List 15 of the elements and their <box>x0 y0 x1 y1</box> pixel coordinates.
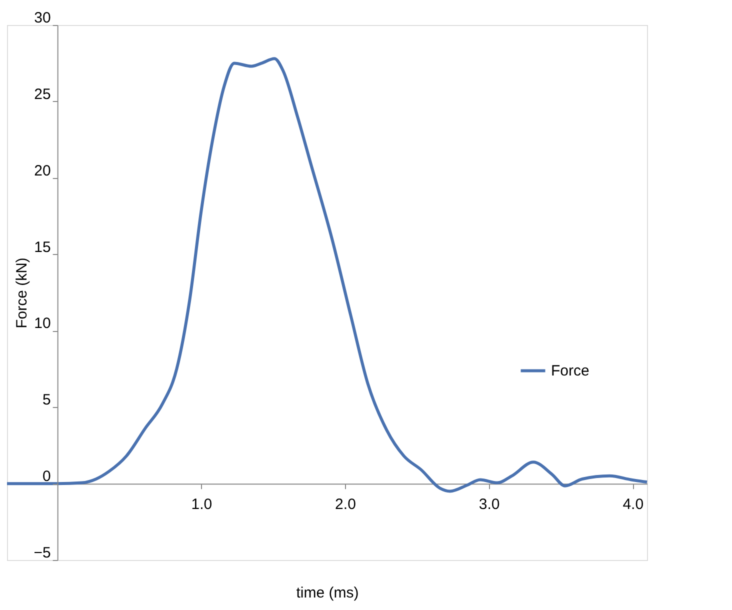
y-tick-label: 30 <box>34 10 51 26</box>
legend-label: Force <box>551 362 590 380</box>
y-tick-label: 0 <box>42 468 51 486</box>
y-tick-label: 15 <box>34 238 51 256</box>
y-tick-label: 20 <box>34 162 51 180</box>
x-tick-label: 3.0 <box>478 496 500 514</box>
y-axis-title: Force (kN) <box>14 258 31 328</box>
y-tick-label: 25 <box>34 86 51 103</box>
x-tick-label: 1.0 <box>191 496 212 514</box>
x-tick-label: 2.0 <box>335 496 356 514</box>
y-tick-label: 10 <box>34 315 51 332</box>
x-tick-label: 4.0 <box>622 496 644 514</box>
x-axis-title: time (ms) <box>296 584 359 602</box>
y-tick-label: −5 <box>34 544 51 562</box>
y-tick-label: 5 <box>42 392 51 409</box>
